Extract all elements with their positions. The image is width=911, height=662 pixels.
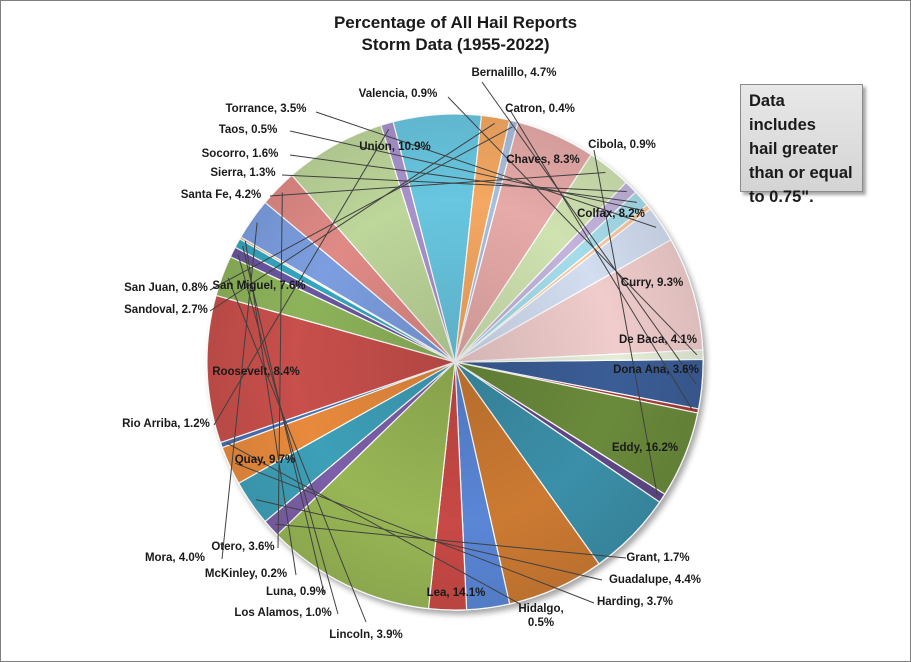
label-san-miguel: San Miguel, 7.6% [212, 280, 305, 292]
label-curry: Curry, 9.3% [621, 277, 683, 289]
leader-grant [275, 523, 627, 559]
note-box: Data includes hail greater than or equal… [740, 84, 863, 206]
leader-mora [221, 222, 258, 560]
label-chaves: Chaves, 8.3% [506, 154, 580, 166]
label-guadalupe: Guadalupe, 4.4% [609, 574, 701, 586]
label-catron: Catron, 0.4% [505, 103, 575, 115]
leader-mckinley [244, 240, 297, 576]
leader-catron [509, 109, 693, 411]
leader-hidalgo [226, 442, 521, 605]
label-grant: Grant, 1.7% [626, 552, 689, 564]
label-union: Union, 10.9% [359, 141, 431, 153]
leader-valencia [447, 96, 698, 356]
label-torrance: Torrance, 3.5% [226, 103, 307, 115]
label-san-juan: San Juan, 0.8% [124, 282, 208, 294]
label-sandoval: Sandoval, 2.7% [124, 304, 208, 316]
label-rio-arriba: Rio Arriba, 1.2% [122, 418, 210, 430]
label-roosevelt: Roosevelt, 8.4% [212, 366, 300, 378]
leader-lincoln [227, 277, 367, 623]
chart-title-line-2: Storm Data (1955-2022) [361, 35, 550, 54]
leader-cibola [593, 149, 658, 495]
chart-title-line-1: Percentage of All Hail Reports [333, 13, 578, 32]
label-cibola: Cibola, 0.9% [588, 139, 656, 151]
leader-harding [235, 462, 595, 604]
leader-guadalupe [255, 499, 603, 581]
leader-santa-fe [269, 172, 606, 197]
note-line-2: hail greater [749, 140, 838, 158]
leader-los-alamos [237, 254, 339, 615]
note-line-4: to 0.75". [749, 188, 814, 206]
leader-socorro [289, 154, 637, 203]
label-mora: Mora, 4.0% [145, 552, 205, 564]
leader-taos [289, 130, 645, 212]
label-socorro: Socorro, 1.6% [202, 148, 279, 160]
leader-luna [242, 245, 325, 594]
label-bernalillo: Bernalillo, 4.7% [471, 67, 556, 79]
label-valencia: Valencia, 0.9% [359, 88, 438, 100]
label-lea: Lea, 14.1% [427, 587, 486, 599]
leader-san-juan [209, 126, 513, 291]
label-los-alamos: Los Alamos, 1.0% [234, 607, 331, 619]
label-eddy: Eddy, 16.2% [612, 442, 678, 454]
label-lincoln: Lincoln, 3.9% [329, 629, 403, 641]
note-line-1: Data includes [749, 92, 816, 134]
leader-sierra [281, 174, 627, 192]
label-sierra: Sierra, 1.3% [210, 167, 275, 179]
label-dona-ana: Dona Ana, 3.6% [613, 364, 699, 376]
chart-title: Percentage of All Hail Reports Storm Dat… [0, 12, 911, 56]
label-taos: Taos, 0.5% [219, 124, 278, 136]
leader-bernalillo [481, 81, 697, 384]
label-otero: Otero, 3.6% [211, 541, 274, 553]
leader-lines [209, 81, 698, 623]
label-santa-fe: Santa Fe, 4.2% [181, 189, 262, 201]
label-mckinley: McKinley, 0.2% [205, 568, 287, 580]
label-luna: Luna, 0.9% [266, 586, 326, 598]
note-line-3: than or equal [749, 164, 853, 182]
data-labels: Bernalillo, 4.7% Catron, 0.4% Chaves, 8.3%… [122, 67, 701, 641]
leader-torrance [315, 111, 657, 228]
leader-sandoval [209, 122, 495, 312]
label-de-baca: De Baca, 4.1% [619, 334, 697, 346]
label-colfax: Colfax, 8.2% [577, 208, 645, 220]
pie-slices [206, 113, 704, 611]
label-harding: Harding, 3.7% [597, 596, 673, 608]
label-quay: Quay, 9.7% [235, 454, 296, 466]
label-hidalgo: Hidalgo, 0.5% [518, 603, 563, 629]
